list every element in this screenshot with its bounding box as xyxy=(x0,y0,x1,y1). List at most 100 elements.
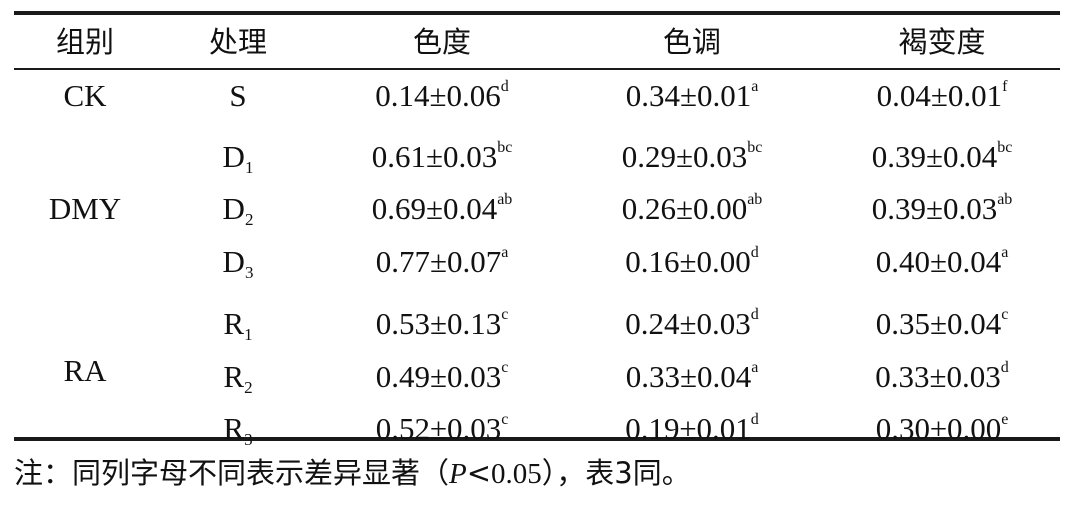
value-cell: 0.77±0.07a xyxy=(375,244,509,279)
value-cell: 0.24±0.03d xyxy=(625,306,759,341)
significance-letter: bc xyxy=(497,139,513,156)
treatment-cell: R3 xyxy=(223,411,252,448)
significance-letter: d xyxy=(750,411,759,428)
value-cell: 0.53±0.13c xyxy=(375,306,509,341)
value-cell: 0.40±0.04a xyxy=(875,244,1009,279)
significance-letter: a xyxy=(501,244,509,261)
significance-letter: d xyxy=(750,244,759,261)
treatment-cell: R2 xyxy=(223,359,252,396)
treatment-cell: D3 xyxy=(222,244,254,281)
significance-letter: d xyxy=(750,306,759,323)
mean-sd-value: 0.24±0.03 xyxy=(625,306,751,341)
table-header-rule xyxy=(14,68,1060,70)
significance-letter: d xyxy=(1000,359,1009,376)
mean-sd-value: 0.39±0.04 xyxy=(871,139,998,174)
value-cell: 0.34±0.01a xyxy=(625,78,759,113)
table-bottom-rule xyxy=(14,437,1060,441)
significance-letter: bc xyxy=(997,139,1013,156)
footnote-p-value: 0.05 xyxy=(491,458,542,490)
mean-sd-value: 0.04±0.01 xyxy=(876,78,1003,113)
mean-sd-value: 0.40±0.04 xyxy=(875,244,1002,279)
mean-sd-value: 0.14±0.06 xyxy=(375,78,501,113)
significance-letter: a xyxy=(1001,244,1009,261)
significance-letter: d xyxy=(500,78,509,95)
treatment-cell: R1 xyxy=(223,306,252,343)
treatment-cell: S xyxy=(229,80,246,111)
treatment-cell: D1 xyxy=(222,139,254,176)
significance-letter: ab xyxy=(997,191,1013,208)
treatment-subscript: 1 xyxy=(244,158,254,177)
treatment-label: D xyxy=(222,244,245,279)
group-label-ra: RA xyxy=(63,353,107,388)
mean-sd-value: 0.52±0.03 xyxy=(375,411,502,446)
table-top-rule xyxy=(14,11,1060,15)
mean-sd-value: 0.16±0.00 xyxy=(625,244,751,279)
treatment-label: R xyxy=(223,306,245,341)
group-label-ck: CK xyxy=(63,78,107,113)
header-group: 组别 xyxy=(55,25,115,59)
group-label-dmy: DMY xyxy=(48,191,122,226)
value-cell: 0.30±0.00e xyxy=(875,411,1009,446)
footnote-p-symbol: P xyxy=(449,458,467,490)
value-cell: 0.49±0.03c xyxy=(375,359,509,394)
value-cell: 0.26±0.00ab xyxy=(621,191,763,226)
header-browning-degree: 褐变度 xyxy=(898,25,986,59)
treatment-label: D xyxy=(222,191,245,226)
mean-sd-value: 0.61±0.03 xyxy=(371,139,498,174)
mean-sd-value: 0.33±0.03 xyxy=(875,359,1001,394)
significance-letter: c xyxy=(501,411,509,428)
significance-letter: bc xyxy=(747,139,763,156)
value-cell: 0.52±0.03c xyxy=(375,411,509,446)
value-cell: 0.61±0.03bc xyxy=(371,139,513,174)
value-cell: 0.04±0.01f xyxy=(876,78,1008,113)
treatment-subscript: 2 xyxy=(244,378,253,397)
significance-letter: f xyxy=(1002,78,1008,95)
significance-letter: ab xyxy=(747,191,763,208)
treatment-subscript: 3 xyxy=(244,263,254,282)
mean-sd-value: 0.77±0.07 xyxy=(375,244,502,279)
value-cell: 0.33±0.04a xyxy=(625,359,759,394)
significance-letter: ab xyxy=(497,191,513,208)
treatment-subscript: 2 xyxy=(244,210,254,229)
footnote-less-than: < xyxy=(466,456,492,490)
mean-sd-value: 0.26±0.00 xyxy=(621,191,748,226)
footnote-prefix: 注：同列字母不同表示差异显著（ xyxy=(14,456,450,490)
header-treatment: 处理 xyxy=(208,25,268,59)
mean-sd-value: 0.33±0.04 xyxy=(625,359,752,394)
value-cell: 0.35±0.04c xyxy=(875,306,1009,341)
header-hue: 色调 xyxy=(662,25,722,59)
treatment-label: R xyxy=(223,411,245,446)
mean-sd-value: 0.30±0.00 xyxy=(875,411,1002,446)
significance-letter: c xyxy=(501,306,509,323)
value-cell: 0.16±0.00d xyxy=(625,244,759,279)
value-cell: 0.39±0.04bc xyxy=(871,139,1013,174)
footnote-suffix: ），表3同。 xyxy=(541,456,691,490)
mean-sd-value: 0.49±0.03 xyxy=(375,359,502,394)
mean-sd-value: 0.19±0.01 xyxy=(625,411,751,446)
value-cell: 0.19±0.01d xyxy=(625,411,759,446)
mean-sd-value: 0.35±0.04 xyxy=(875,306,1002,341)
treatment-label: S xyxy=(229,78,247,113)
significance-letter: a xyxy=(751,359,759,376)
treatment-cell: D2 xyxy=(222,191,254,228)
value-cell: 0.69±0.04ab xyxy=(371,191,513,226)
mean-sd-value: 0.53±0.13 xyxy=(375,306,502,341)
mean-sd-value: 0.29±0.03 xyxy=(621,139,748,174)
significance-letter: c xyxy=(1001,306,1009,323)
mean-sd-value: 0.34±0.01 xyxy=(625,78,752,113)
value-cell: 0.14±0.06d xyxy=(375,78,509,113)
table-footnote: 注：同列字母不同表示差异显著（P<0.05），表3同。 xyxy=(14,450,691,492)
value-cell: 0.29±0.03bc xyxy=(621,139,763,174)
value-cell: 0.39±0.03ab xyxy=(871,191,1013,226)
significance-letter: c xyxy=(501,359,509,376)
treatment-subscript: 3 xyxy=(244,430,253,449)
mean-sd-value: 0.69±0.04 xyxy=(371,191,498,226)
treatment-subscript: 1 xyxy=(244,325,253,344)
value-cell: 0.33±0.03d xyxy=(875,359,1009,394)
treatment-label: R xyxy=(223,359,245,394)
mean-sd-value: 0.39±0.03 xyxy=(871,191,998,226)
significance-letter: a xyxy=(751,78,759,95)
treatment-label: D xyxy=(222,139,245,174)
header-chroma: 色度 xyxy=(412,25,472,59)
significance-letter: e xyxy=(1001,411,1009,428)
